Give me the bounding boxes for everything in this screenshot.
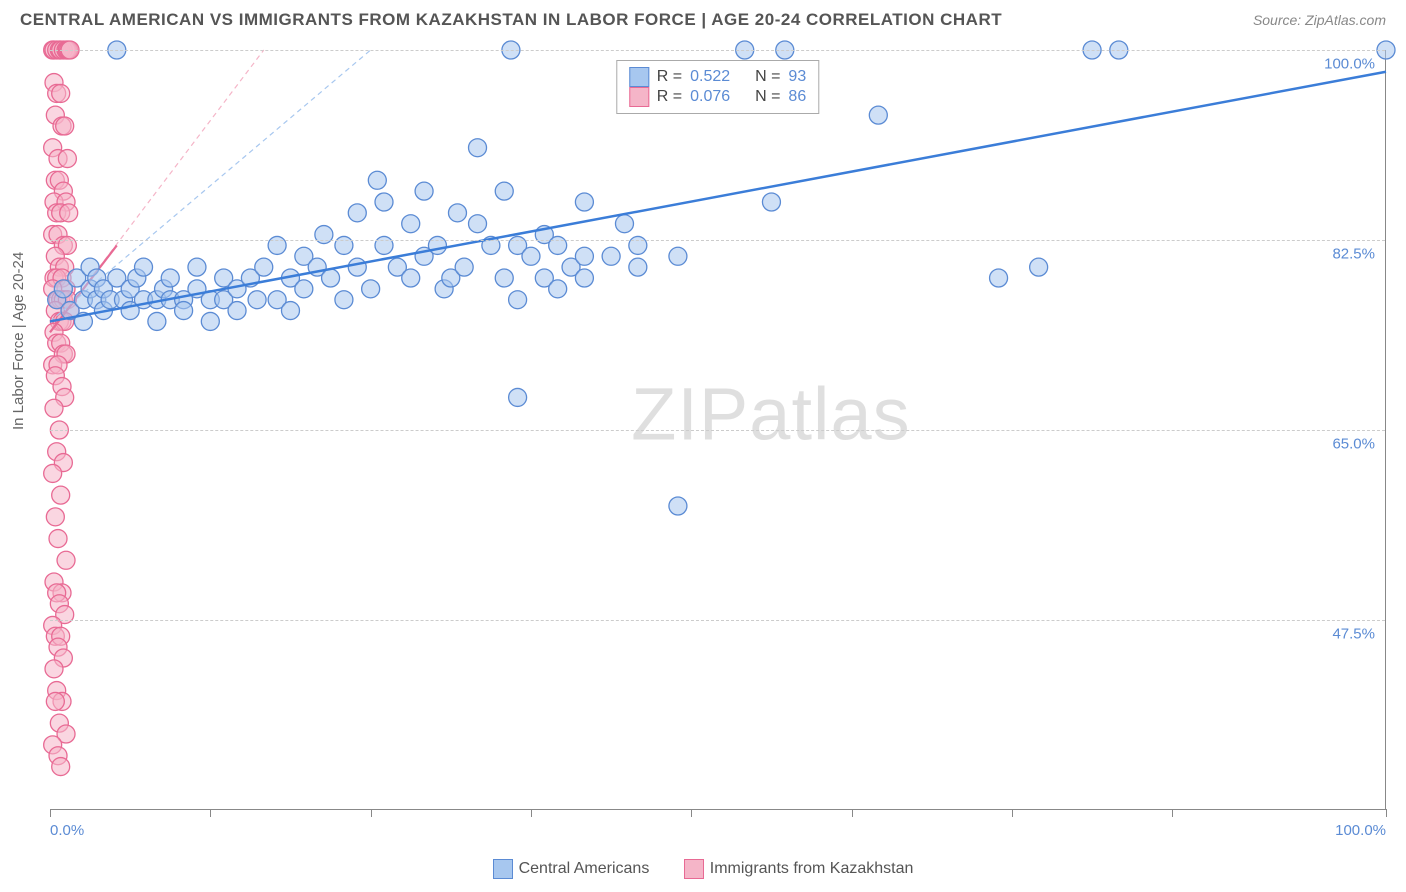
- chart-plot-area: R = 0.522 N = 93 R = 0.076 N = 86 ZIPatl…: [50, 50, 1386, 810]
- r-label: R =: [657, 68, 682, 86]
- x-tick-label: 100.0%: [1335, 822, 1386, 839]
- correlation-row-blue: R = 0.522 N = 93: [629, 67, 806, 87]
- x-tick: [531, 809, 532, 817]
- x-tick: [691, 809, 692, 817]
- legend-item-blue: Central Americans: [493, 859, 650, 879]
- r-label: R =: [657, 88, 682, 106]
- y-tick-label: 65.0%: [1332, 436, 1375, 453]
- chart-header: CENTRAL AMERICAN VS IMMIGRANTS FROM KAZA…: [0, 0, 1406, 35]
- y-tick-label: 82.5%: [1332, 246, 1375, 263]
- y-tick-label: 47.5%: [1332, 626, 1375, 643]
- x-tick: [210, 809, 211, 817]
- correlation-legend: R = 0.522 N = 93 R = 0.076 N = 86: [616, 60, 819, 114]
- x-tick: [1172, 809, 1173, 817]
- n-value-blue: 93: [788, 68, 806, 86]
- r-value-pink: 0.076: [690, 88, 730, 106]
- swatch-pink-icon: [629, 87, 649, 107]
- legend-label-pink: Immigrants from Kazakhstan: [710, 860, 914, 878]
- x-tick: [852, 809, 853, 817]
- x-tick: [50, 809, 51, 817]
- swatch-blue-icon: [629, 67, 649, 87]
- source-attribution: Source: ZipAtlas.com: [1253, 12, 1386, 28]
- x-tick-label: 0.0%: [50, 822, 84, 839]
- gridline-h: [50, 620, 1385, 621]
- legend-item-pink: Immigrants from Kazakhstan: [684, 859, 914, 879]
- y-tick-label: 100.0%: [1324, 56, 1375, 73]
- x-tick: [371, 809, 372, 817]
- correlation-row-pink: R = 0.076 N = 86: [629, 87, 806, 107]
- r-value-blue: 0.522: [690, 68, 730, 86]
- gridline-h: [50, 50, 1385, 51]
- swatch-pink-icon: [684, 859, 704, 879]
- n-label: N =: [755, 88, 780, 106]
- legend-label-blue: Central Americans: [519, 860, 650, 878]
- gridline-h: [50, 430, 1385, 431]
- series-legend: Central Americans Immigrants from Kazakh…: [0, 859, 1406, 884]
- y-axis-label: In Labor Force | Age 20-24: [10, 252, 27, 430]
- x-tick: [1012, 809, 1013, 817]
- swatch-blue-icon: [493, 859, 513, 879]
- n-value-pink: 86: [788, 88, 806, 106]
- x-tick: [1386, 809, 1387, 817]
- gridline-h: [50, 240, 1385, 241]
- chart-title: CENTRAL AMERICAN VS IMMIGRANTS FROM KAZA…: [20, 10, 1002, 30]
- n-label: N =: [755, 68, 780, 86]
